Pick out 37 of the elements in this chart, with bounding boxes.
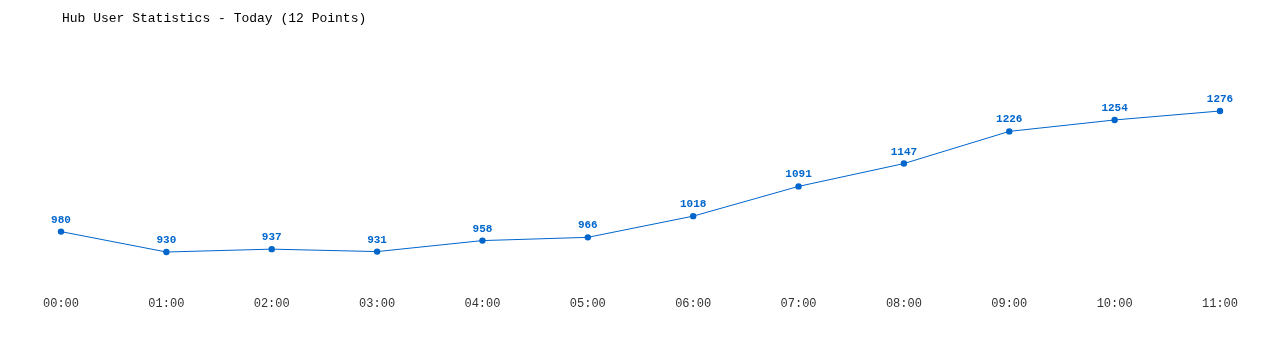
data-label: 966 bbox=[577, 219, 598, 232]
x-tick-label: 07:00 bbox=[780, 297, 817, 311]
x-tick-label: 09:00 bbox=[991, 297, 1028, 311]
data-label: 937 bbox=[261, 231, 282, 244]
x-tick-label: 04:00 bbox=[464, 297, 501, 311]
point bbox=[900, 160, 908, 167]
data-label: 980 bbox=[51, 213, 71, 226]
data-label: 1276 bbox=[1206, 93, 1234, 105]
data-label: 1226 bbox=[996, 113, 1023, 126]
point bbox=[1006, 128, 1013, 135]
x-tick-label: 11:00 bbox=[1201, 297, 1239, 311]
data-label: 1018 bbox=[679, 198, 707, 211]
data-label: 1254 bbox=[1101, 101, 1129, 114]
data-label: 1147 bbox=[890, 145, 918, 158]
point bbox=[268, 245, 275, 253]
x-tick-label: 08:00 bbox=[885, 297, 922, 311]
x-tick-label: 05:00 bbox=[569, 297, 606, 311]
point bbox=[163, 248, 170, 256]
x-tick-label: 10:00 bbox=[1096, 297, 1133, 311]
point bbox=[795, 183, 802, 190]
data-label: 930 bbox=[156, 234, 177, 246]
point bbox=[373, 248, 381, 255]
point bbox=[584, 234, 592, 241]
x-tick-label: 06:00 bbox=[675, 297, 712, 311]
point bbox=[479, 237, 486, 244]
point bbox=[1216, 107, 1224, 115]
point bbox=[57, 228, 65, 235]
x-tick-label: 00:00 bbox=[42, 297, 80, 311]
point bbox=[1111, 116, 1118, 124]
x-tick-label: 02:00 bbox=[253, 297, 290, 311]
data-label: 1091 bbox=[785, 168, 813, 181]
x-tick-label: 03:00 bbox=[359, 297, 396, 311]
chart-title: Hub User Statistics - Today (12 Points) bbox=[62, 11, 367, 26]
x-tick-label: 01:00 bbox=[148, 297, 185, 311]
data-label: 931 bbox=[367, 233, 388, 246]
point bbox=[689, 212, 697, 220]
data-label: 958 bbox=[472, 222, 493, 235]
